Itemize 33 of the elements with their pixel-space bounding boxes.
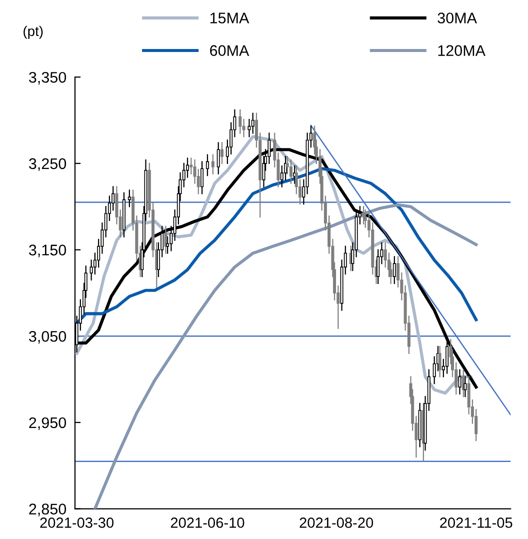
x-tick-label: 2021-06-10 — [170, 518, 244, 528]
candlestick — [211, 154, 214, 174]
y-tick-label: 3,150 — [28, 244, 66, 258]
candlestick — [128, 190, 131, 208]
legend-label: 60MA — [210, 45, 250, 56]
candlestick — [238, 109, 242, 134]
x-tick-label: 2021-03-30 — [40, 518, 114, 528]
candlestick — [248, 118, 251, 138]
candlestick — [251, 112, 254, 134]
legend-label: 30MA — [438, 12, 477, 24]
y-tick-label: 3,350 — [28, 72, 66, 85]
y-tick-label: 2,850 — [29, 504, 66, 516]
candlestick — [242, 118, 246, 138]
candlestick — [362, 206, 366, 224]
x-tick-label: 2021-11-05 — [440, 518, 512, 528]
candlestick — [458, 369, 462, 395]
candlestick — [200, 161, 204, 194]
legend-label: 120MA — [438, 45, 486, 56]
candlestick — [164, 226, 168, 254]
candlestick — [289, 159, 292, 184]
legend-label: 15MA — [210, 12, 250, 24]
candlestick — [206, 154, 209, 176]
y-axis-title: (pt) — [24, 26, 43, 39]
y-tick-label: 3,250 — [28, 158, 66, 171]
candlestick — [216, 142, 220, 174]
candlestick — [438, 346, 442, 378]
y-tick-label: 3,050 — [28, 330, 66, 344]
candlestick — [220, 142, 224, 164]
candlestick — [392, 256, 396, 284]
y-tick-label: 2,950 — [29, 417, 66, 430]
x-tick-label: 2021-08-20 — [300, 518, 374, 528]
line-series — [93, 203, 478, 509]
candlestick — [446, 339, 449, 374]
